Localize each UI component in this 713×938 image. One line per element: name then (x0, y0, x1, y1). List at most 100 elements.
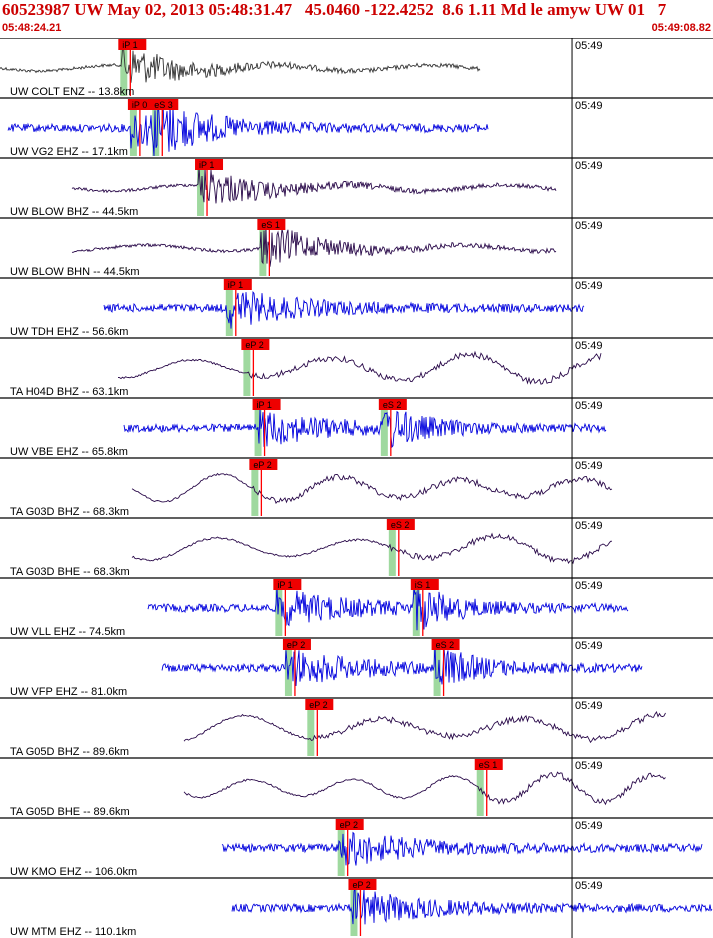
pick-window (476, 760, 484, 816)
station-label: TA G03D BHZ -- 68.3km (10, 506, 129, 518)
trace-panel: eP 2 05:49 TA G05D BHZ -- 89.6km (0, 697, 713, 758)
pick-label: iP 0 (132, 100, 147, 110)
window-end-time: 05:49:08.82 (651, 22, 711, 34)
waveform-trace (7, 99, 489, 157)
station-label: TA G03D BHE -- 68.3km (10, 566, 130, 578)
waveform-trace (123, 408, 607, 448)
station-label: UW BLOW BHN -- 44.5km (10, 266, 140, 278)
pick-window (433, 640, 441, 696)
pick-label-box (241, 339, 270, 350)
minute-label: 05:49 (575, 40, 603, 52)
trace-panel: iP 1 05:49 UW COLT ENZ -- 13.8km (0, 38, 713, 98)
station-label: TA G05D BHE -- 89.6km (10, 806, 130, 818)
pick-label-box (249, 459, 278, 470)
station-label: UW BLOW BHZ -- 44.5km (10, 206, 138, 218)
pick-label: iP 1 (199, 160, 214, 170)
minute-label: 05:49 (575, 160, 603, 172)
pick-window (225, 280, 233, 336)
pick-label: eS 2 (391, 520, 410, 530)
station-label: UW VG2 EHZ -- 17.1km (10, 146, 128, 158)
trace-panel: eP 2 05:49 UW KMO EHZ -- 106.0km (0, 817, 713, 878)
pick-label: eP 2 (340, 820, 358, 830)
waveform-trace (71, 166, 557, 204)
waveform-trace (183, 771, 666, 806)
trace-panel: iP 1 eS 2 05:49 UW VBE EHZ -- 65.8km (0, 397, 713, 458)
pick-window (243, 340, 251, 396)
pick-window (275, 580, 283, 636)
event-title: 60523987 UW May 02, 2013 05:48:31.47 45.… (2, 0, 667, 19)
pick-label: eP 2 (309, 700, 327, 710)
minute-label: 05:49 (575, 700, 603, 712)
waveform-trace (161, 644, 643, 687)
trace-panel: eP 2 eS 2 05:49 UW VFP EHZ -- 81.0km (0, 637, 713, 698)
pick-window (380, 400, 388, 456)
station-label: UW COLT ENZ -- 13.8km (10, 86, 134, 98)
station-label: TA G05D BHZ -- 89.6km (10, 746, 129, 758)
trace-panel: iP 1 iS 1 05:49 UW VLL EHZ -- 74.5km (0, 577, 713, 638)
minute-label: 05:49 (575, 880, 603, 892)
minute-label: 05:49 (575, 460, 603, 472)
trace-panel: iP 1 05:49 UW BLOW BHZ -- 44.5km (0, 157, 713, 218)
pick-label: eS 2 (383, 400, 402, 410)
pick-label-box (410, 579, 439, 590)
trace-panel: eS 1 05:49 TA G05D BHE -- 89.6km (0, 757, 713, 818)
pick-label: eS 1 (261, 220, 280, 230)
pick-label-box (257, 219, 286, 230)
minute-label: 05:49 (575, 820, 603, 832)
seismogram-plot: iP 1 05:49 UW COLT ENZ -- 13.8km iP 0 eS 3 05… (0, 38, 713, 938)
minute-label: 05:49 (575, 760, 603, 772)
record-header: 60523987 UW May 02, 2013 05:48:31.47 45.… (0, 0, 713, 38)
pick-label-box (127, 99, 156, 110)
window-start-time: 05:48:24.21 (2, 22, 62, 34)
pick-label-box (252, 399, 281, 410)
trace-panel: eP 2 05:49 UW MTM EHZ -- 110.1km (0, 877, 713, 938)
waveform-trace (221, 831, 703, 866)
station-label: UW KMO EHZ -- 106.0km (10, 866, 137, 878)
waveform-trace (131, 532, 613, 565)
pick-label-box (273, 579, 302, 590)
pick-label: eP 2 (253, 460, 271, 470)
waveform-trace (103, 290, 585, 329)
pick-label: eS 3 (154, 100, 173, 110)
trace-panel: eP 2 05:49 TA G03D BHZ -- 68.3km (0, 457, 713, 518)
pick-window (129, 100, 137, 156)
pick-label: iP 1 (122, 40, 137, 50)
pick-window (120, 40, 128, 96)
minute-label: 05:49 (575, 400, 603, 412)
waveform-trace (147, 586, 629, 631)
pick-label-box (386, 519, 415, 530)
station-label: UW MTM EHZ -- 110.1km (10, 926, 136, 938)
trace-panel: iP 1 05:49 UW TDH EHZ -- 56.6km (0, 277, 713, 338)
pick-label: eP 2 (245, 340, 263, 350)
pick-window (251, 460, 259, 516)
pick-label: eP 2 (287, 640, 305, 650)
pick-label-box (305, 699, 334, 710)
waveform-trace (117, 350, 602, 385)
waveform-trace (131, 472, 613, 504)
pick-window (337, 820, 345, 876)
pick-label-box (378, 399, 407, 410)
station-label: UW TDH EHZ -- 56.6km (10, 326, 128, 338)
pick-label-box (118, 39, 147, 50)
waveform-trace (183, 711, 666, 744)
pick-label: eS 2 (436, 640, 455, 650)
pick-label-box (150, 99, 179, 110)
pick-window (259, 220, 267, 276)
minute-label: 05:49 (575, 580, 603, 592)
pick-label: iP 1 (277, 580, 292, 590)
waveform-trace (71, 227, 557, 267)
pick-label: iP 1 (228, 280, 243, 290)
trace-panel: eS 2 05:49 TA G03D BHE -- 68.3km (0, 517, 713, 578)
station-label: TA H04D BHZ -- 63.1km (10, 386, 128, 398)
minute-label: 05:49 (575, 220, 603, 232)
trace-panel: eP 2 05:49 TA H04D BHZ -- 63.1km (0, 337, 713, 398)
pick-label: iP 1 (257, 400, 272, 410)
waveform-trace (231, 887, 713, 925)
station-label: UW VLL EHZ -- 74.5km (10, 626, 125, 638)
minute-label: 05:49 (575, 640, 603, 652)
minute-label: 05:49 (575, 520, 603, 532)
pick-label-box (431, 639, 460, 650)
pick-label: eP 2 (352, 880, 370, 890)
pick-label: iS 1 (415, 580, 431, 590)
trace-panel: eS 1 05:49 UW BLOW BHN -- 44.5km (0, 217, 713, 278)
